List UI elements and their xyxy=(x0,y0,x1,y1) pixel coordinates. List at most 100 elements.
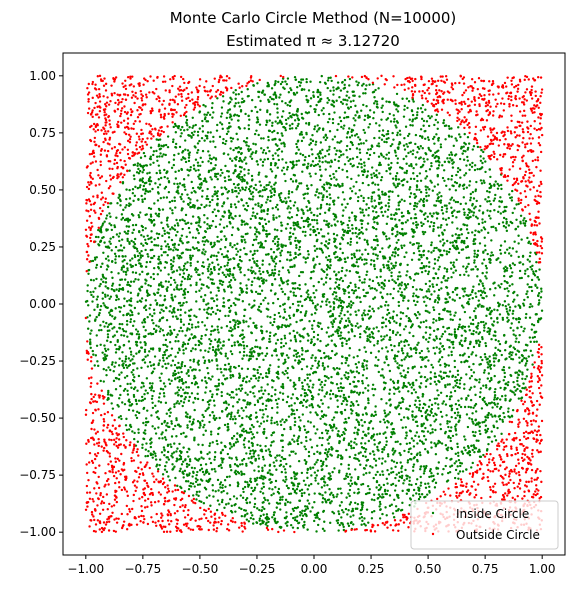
inside-circle-point xyxy=(239,170,243,173)
inside-circle-point xyxy=(384,318,388,321)
inside-circle-point xyxy=(216,364,219,367)
inside-circle-point xyxy=(316,523,320,527)
inside-circle-point xyxy=(190,131,194,135)
inside-circle-point xyxy=(340,389,343,393)
inside-circle-point xyxy=(329,264,332,267)
inside-circle-point xyxy=(198,483,202,486)
inside-circle-point xyxy=(230,344,234,348)
inside-circle-point xyxy=(484,160,487,163)
inside-circle-point xyxy=(360,166,363,169)
inside-circle-point xyxy=(385,222,389,226)
inside-circle-point xyxy=(396,133,399,137)
inside-circle-point xyxy=(523,327,526,330)
inside-circle-point xyxy=(442,274,446,278)
inside-circle-point xyxy=(324,491,327,494)
inside-circle-point xyxy=(202,433,205,437)
inside-circle-point xyxy=(408,476,411,479)
inside-circle-point xyxy=(337,87,340,90)
inside-circle-point xyxy=(249,217,253,221)
inside-circle-point xyxy=(411,152,414,156)
inside-circle-point xyxy=(328,130,332,133)
inside-circle-point xyxy=(170,435,174,438)
inside-circle-point xyxy=(474,307,477,310)
inside-circle-point xyxy=(364,448,368,451)
inside-circle-point xyxy=(144,389,147,392)
inside-circle-point xyxy=(304,283,307,286)
inside-circle-point xyxy=(456,369,460,373)
inside-circle-point xyxy=(223,210,226,213)
inside-circle-point xyxy=(222,226,226,229)
inside-circle-point xyxy=(426,430,430,433)
inside-circle-point xyxy=(319,383,322,386)
inside-circle-point xyxy=(335,495,338,498)
inside-circle-point xyxy=(198,426,201,429)
inside-circle-point xyxy=(261,466,264,470)
inside-circle-point xyxy=(174,281,177,284)
inside-circle-point xyxy=(367,439,371,443)
inside-circle-point xyxy=(291,287,295,290)
inside-circle-point xyxy=(319,228,323,231)
inside-circle-point xyxy=(194,158,198,161)
inside-circle-point xyxy=(108,212,111,215)
inside-circle-point xyxy=(329,305,332,308)
inside-circle-point xyxy=(503,205,506,209)
inside-circle-point xyxy=(282,110,285,113)
inside-circle-point xyxy=(356,354,359,358)
inside-circle-point xyxy=(396,278,400,281)
inside-circle-point xyxy=(186,450,189,454)
inside-circle-point xyxy=(374,205,378,208)
inside-circle-point xyxy=(433,246,436,250)
inside-circle-point xyxy=(117,289,121,293)
inside-circle-point xyxy=(184,334,187,337)
inside-circle-point xyxy=(118,310,122,313)
inside-circle-point xyxy=(202,103,205,107)
inside-circle-point xyxy=(298,248,301,251)
inside-circle-point xyxy=(96,295,99,298)
inside-circle-point xyxy=(526,258,529,261)
inside-circle-point xyxy=(151,406,155,410)
inside-circle-point xyxy=(179,455,183,459)
inside-circle-point xyxy=(463,310,467,314)
inside-circle-point xyxy=(316,227,319,231)
inside-circle-point xyxy=(164,143,168,147)
inside-circle-point xyxy=(137,312,140,315)
inside-circle-point xyxy=(298,182,301,185)
inside-circle-point xyxy=(272,251,276,254)
inside-circle-point xyxy=(268,150,271,153)
inside-circle-point xyxy=(101,280,105,284)
inside-circle-point xyxy=(175,450,178,453)
inside-circle-point xyxy=(303,491,306,495)
inside-circle-point xyxy=(204,429,207,432)
inside-circle-point xyxy=(381,110,384,114)
inside-circle-point xyxy=(505,220,508,224)
inside-circle-point xyxy=(441,244,445,247)
inside-circle-point xyxy=(478,395,482,399)
inside-circle-point xyxy=(207,403,211,406)
inside-circle-point xyxy=(401,501,404,505)
inside-circle-point xyxy=(186,413,189,416)
inside-circle-point xyxy=(117,378,121,381)
inside-circle-point xyxy=(328,117,331,121)
inside-circle-point xyxy=(430,407,433,411)
inside-circle-point xyxy=(516,387,519,391)
inside-circle-point xyxy=(374,473,378,476)
inside-circle-point xyxy=(304,312,307,315)
inside-circle-point xyxy=(289,323,292,326)
inside-circle-point xyxy=(168,414,171,418)
inside-circle-point xyxy=(230,457,233,460)
inside-circle-point xyxy=(205,328,208,331)
inside-circle-point xyxy=(260,396,263,399)
inside-circle-point xyxy=(378,283,381,287)
inside-circle-point xyxy=(358,249,361,252)
inside-circle-point xyxy=(388,244,392,248)
inside-circle-point xyxy=(183,129,186,132)
inside-circle-point xyxy=(469,215,472,219)
inside-circle-point xyxy=(294,294,298,298)
inside-circle-point xyxy=(322,292,326,296)
inside-circle-point xyxy=(398,282,401,286)
inside-circle-point xyxy=(522,219,525,222)
inside-circle-point xyxy=(334,395,338,399)
inside-circle-point xyxy=(352,356,356,359)
inside-circle-point xyxy=(286,500,290,504)
inside-circle-point xyxy=(125,188,128,191)
